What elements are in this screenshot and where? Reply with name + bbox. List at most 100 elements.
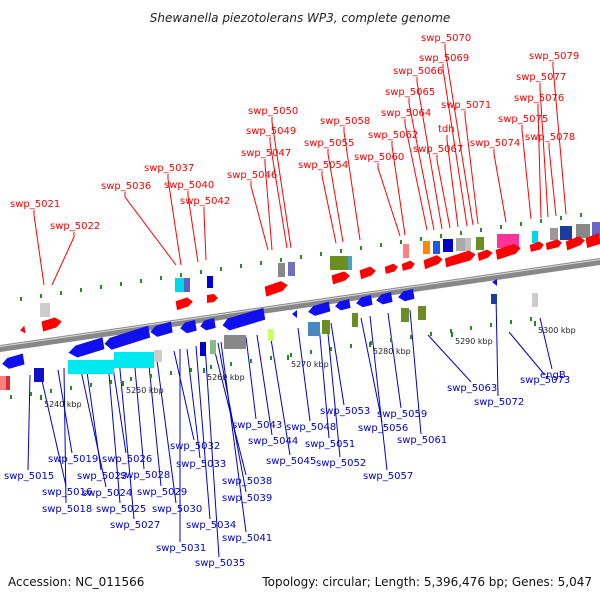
gene-block xyxy=(491,294,497,304)
forward-leader-line xyxy=(343,127,361,241)
forward-gene-label[interactable]: swp_5022 xyxy=(50,221,100,232)
reverse-gene-label[interactable]: swp_5056 xyxy=(358,423,408,434)
forward-gene-label[interactable]: swp_5079 xyxy=(529,51,579,62)
reverse-gene-label[interactable]: swp_5072 xyxy=(474,397,524,408)
reverse-leader-line xyxy=(318,324,330,439)
reverse-leader-line xyxy=(495,295,499,397)
forward-gene-label[interactable]: swp_5075 xyxy=(498,114,548,125)
reverse-gene-label[interactable]: swp_5059 xyxy=(377,409,427,420)
forward-gene-label[interactable]: swp_5021 xyxy=(10,199,60,210)
forward-gene-label[interactable]: swp_5062 xyxy=(368,130,418,141)
reverse-gene-label[interactable]: swp_5038 xyxy=(222,476,272,487)
reverse-gene-label[interactable]: swp_5051 xyxy=(305,439,355,450)
gene-block xyxy=(40,303,50,317)
scale-tick-mark xyxy=(40,395,42,400)
forward-gene-label[interactable]: swp_5040 xyxy=(164,180,214,191)
forward-leader-line xyxy=(436,155,451,229)
reverse-leader-line xyxy=(204,344,220,558)
gene-block xyxy=(114,352,154,368)
forward-gene-label[interactable]: swp_5067 xyxy=(413,144,463,155)
forward-gene-label[interactable]: swp_5042 xyxy=(180,196,230,207)
reverse-gene-label[interactable]: swp_5030 xyxy=(152,504,202,515)
forward-gene-label[interactable]: swp_5049 xyxy=(246,126,296,137)
reverse-gene-label[interactable]: engB xyxy=(540,370,566,381)
reverse-leader-line xyxy=(427,334,472,383)
reverse-gene-label[interactable]: swp_5026 xyxy=(102,454,152,465)
reverse-gene-label[interactable]: swp_5033 xyxy=(176,459,226,470)
forward-gene-label[interactable]: swp_5074 xyxy=(470,138,520,149)
forward-gene-label[interactable]: swp_5071 xyxy=(441,100,491,111)
gene-block xyxy=(34,368,44,382)
summary-label: Topology: circular; Length: 5,396,476 bp… xyxy=(261,575,592,589)
forward-leader-line xyxy=(327,149,344,243)
reverse-gene-label[interactable]: swp_5031 xyxy=(156,543,206,554)
reverse-gene-label[interactable]: swp_5034 xyxy=(186,520,236,531)
gene-block xyxy=(6,376,10,390)
scale-tick-mark xyxy=(203,368,205,373)
forward-gene-label[interactable]: swp_5076 xyxy=(514,93,564,104)
reverse-gene-label[interactable]: swp_5024 xyxy=(82,488,132,499)
forward-gene-label[interactable]: swp_5037 xyxy=(144,163,194,174)
reverse-gene-label[interactable]: swp_5025 xyxy=(96,504,146,515)
forward-leader-line xyxy=(250,181,269,251)
reverse-gene-label[interactable]: swp_5048 xyxy=(286,422,336,433)
reverse-gene-label[interactable]: swp_5015 xyxy=(4,471,54,482)
forward-gene-label[interactable]: swp_5065 xyxy=(385,87,435,98)
reverse-leader-line xyxy=(133,356,145,470)
reverse-leader-line xyxy=(539,317,553,370)
forward-gene-label[interactable]: swp_5036 xyxy=(101,181,151,192)
reverse-gene-label[interactable]: swp_5023 xyxy=(77,471,127,482)
reverse-gene-label[interactable]: swp_5061 xyxy=(397,435,447,446)
gene-block xyxy=(210,340,216,354)
forward-gene-label[interactable]: swp_5046 xyxy=(227,170,277,181)
reverse-gene-label[interactable]: swp_5052 xyxy=(316,458,366,469)
gene-block xyxy=(423,241,430,254)
forward-gene-label[interactable]: tdh xyxy=(438,124,455,135)
reverse-gene-label[interactable]: swp_5018 xyxy=(42,504,92,515)
reverse-leader-line xyxy=(330,322,345,406)
forward-gene-label[interactable]: swp_5070 xyxy=(421,33,471,44)
reverse-gene-label[interactable]: swp_5029 xyxy=(137,487,187,498)
forward-gene-label[interactable]: swp_5054 xyxy=(298,160,348,171)
scale-bar: 5240 kbp 5250 kbp 5260 kbp 5270 kbp 5280 kbp… xyxy=(40,321,576,409)
reverse-gene-label[interactable]: swp_5053 xyxy=(320,406,370,417)
reverse-gene-label[interactable]: swp_5019 xyxy=(48,454,98,465)
forward-gene-label[interactable]: swp_5069 xyxy=(419,53,469,64)
reverse-gene-label[interactable]: swp_5028 xyxy=(120,470,170,481)
reverse-gene-label[interactable]: swp_5044 xyxy=(248,436,298,447)
gene-block xyxy=(0,376,6,390)
reverse-gene-label[interactable]: swp_5016 xyxy=(42,487,92,498)
forward-gene-label[interactable]: swp_5047 xyxy=(241,148,291,159)
gene-block xyxy=(330,256,348,270)
gene-block xyxy=(352,313,358,327)
forward-gene-label[interactable]: swp_5066 xyxy=(393,66,443,77)
forward-leader-line xyxy=(446,135,459,228)
forward-gene-label[interactable]: swp_5078 xyxy=(525,132,575,143)
forward-gene-label[interactable]: swp_5055 xyxy=(304,138,354,149)
reverse-gene-label[interactable]: swp_5073 xyxy=(520,375,570,386)
reverse-gene-label[interactable]: swp_5043 xyxy=(232,420,282,431)
scale-tick-mark xyxy=(451,332,453,337)
reverse-gene-label[interactable]: swp_5045 xyxy=(266,456,316,467)
reverse-gene-label[interactable]: swp_5035 xyxy=(195,558,245,569)
forward-gene-label[interactable]: swp_5050 xyxy=(248,106,298,117)
reverse-gene-label[interactable]: swp_5039 xyxy=(222,493,272,504)
reverse-gene-label[interactable]: swp_5041 xyxy=(222,533,272,544)
forward-gene-label[interactable]: swp_5077 xyxy=(516,72,566,83)
reverse-gene-label[interactable]: swp_5057 xyxy=(363,471,413,482)
reverse-gene-label[interactable]: swp_5027 xyxy=(110,520,160,531)
forward-leader-line xyxy=(51,232,75,286)
accession-label: Accession: NC_011566 xyxy=(8,575,144,589)
gene-block xyxy=(532,231,538,243)
forward-gene-label[interactable]: swp_5064 xyxy=(381,108,431,119)
scale-tick-label: 5280 kbp xyxy=(373,347,411,356)
reverse-gene-label[interactable]: swp_5063 xyxy=(447,383,497,394)
reverse-gene-label[interactable]: swp_5032 xyxy=(170,441,220,452)
forward-gene-label[interactable]: swp_5060 xyxy=(354,152,404,163)
gene-block xyxy=(322,320,330,334)
forward-leader-line xyxy=(33,210,45,286)
gene-block xyxy=(403,244,409,258)
forward-gene-label[interactable]: swp_5058 xyxy=(320,116,370,127)
scale-tick-label: 5260 kbp xyxy=(207,373,245,382)
